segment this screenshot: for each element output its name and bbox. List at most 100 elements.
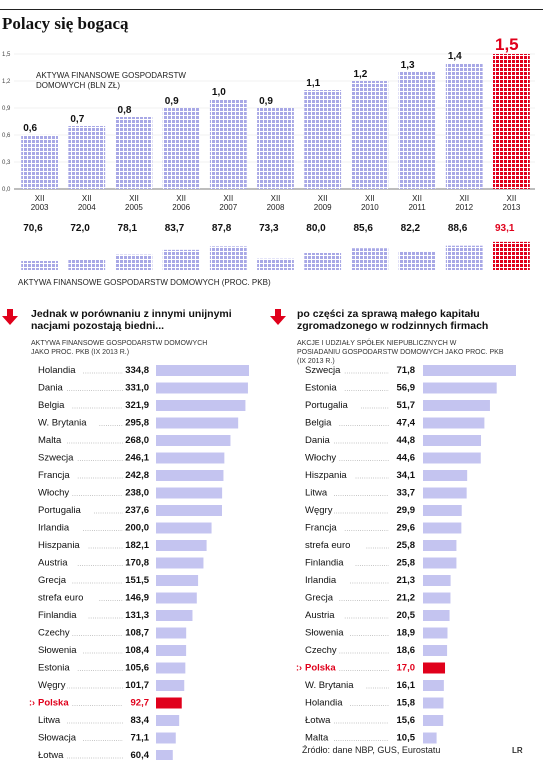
y-tick-label: 0,9 (2, 106, 11, 112)
country-bar (423, 715, 444, 726)
pkb-bar (21, 260, 58, 270)
x-tick-month: XII (507, 194, 517, 203)
country-bar (423, 365, 516, 376)
country-bar (423, 400, 490, 411)
country-bar (423, 382, 497, 394)
country-bar (423, 592, 451, 604)
country-label: Polska (305, 663, 336, 674)
top-bar (162, 108, 200, 189)
x-tick-year: 2003 (31, 203, 49, 212)
pkb-value-label: 93,1 (495, 223, 515, 234)
country-label: Słowacja (38, 733, 77, 744)
country-value-label: 10,5 (397, 733, 416, 744)
country-label: Estonia (38, 663, 70, 674)
country-bar (423, 505, 462, 516)
country-label: Dania (38, 383, 64, 394)
pkb-bar (162, 249, 200, 270)
pkb-bar (304, 253, 342, 270)
top-bar-value-label: 0,9 (165, 96, 179, 107)
top-bar (115, 117, 153, 189)
pkb-value-label: 87,8 (212, 223, 232, 234)
country-label: Austria (38, 558, 68, 569)
source-note: Źródło: dane NBP, GUS, Eurostatu (302, 745, 441, 755)
country-label: Irlandia (38, 523, 70, 534)
country-label: Litwa (38, 715, 61, 726)
country-label: W. Brytania (305, 680, 354, 691)
country-value-label: 246,1 (125, 453, 149, 464)
country-bar (156, 505, 222, 516)
country-value-label: 238,0 (125, 488, 149, 499)
country-value-label: 331,0 (125, 383, 149, 394)
country-value-label: 146,9 (125, 593, 149, 604)
country-label: Austria (305, 610, 335, 621)
country-value-label: 108,4 (125, 645, 149, 656)
x-tick-year: 2006 (172, 203, 190, 212)
top-bar (68, 126, 106, 189)
country-bar (156, 417, 239, 429)
country-bar (423, 470, 468, 481)
country-bar (156, 697, 182, 709)
country-label: Malta (305, 733, 329, 744)
pkb-bar (115, 254, 153, 270)
country-value-label: 17,0 (397, 663, 416, 674)
country-value-label: 21,3 (397, 575, 416, 586)
country-value-label: 29,9 (397, 505, 416, 516)
top-bar (445, 63, 483, 189)
left-hbar-chart: Jednak w porównaniu z innymi unijnyminac… (2, 308, 249, 760)
country-label: Słowenia (38, 645, 77, 656)
country-value-label: 105,6 (125, 663, 149, 674)
top-bar (493, 54, 530, 189)
down-arrow-icon (270, 309, 286, 325)
country-value-label: 71,8 (397, 365, 416, 376)
x-tick-month: XII (82, 194, 92, 203)
x-tick-year: 2010 (361, 203, 379, 212)
page-title: Polacy się bogacą (2, 14, 129, 33)
country-bar (423, 627, 448, 639)
top-bar (351, 81, 389, 189)
country-bar (423, 522, 462, 534)
country-label: Grecja (38, 575, 67, 586)
right-hbar-chart: po części za sprawą małego kapitałuzgrom… (270, 308, 516, 744)
y-tick-label: 0,6 (2, 133, 11, 139)
country-bar (156, 522, 212, 534)
country-value-label: 71,1 (131, 733, 150, 744)
country-label: Finlandia (38, 610, 77, 621)
x-tick-year: 2013 (503, 203, 521, 212)
country-label: Litwa (305, 488, 328, 499)
country-value-label: 56,9 (397, 383, 416, 394)
section-subtitle-line: (IX 2013 R.) (297, 358, 335, 365)
country-bar (156, 400, 246, 411)
pkb-bar (351, 248, 389, 270)
country-label: Słowenia (305, 628, 344, 639)
country-bar (156, 592, 197, 604)
x-tick-month: XII (129, 194, 139, 203)
top-bar (398, 72, 436, 189)
top-bar-value-label: 1,2 (353, 69, 367, 80)
country-value-label: 101,7 (125, 680, 149, 691)
country-value-label: 47,4 (397, 418, 416, 429)
country-label: Hiszpania (305, 470, 347, 481)
country-value-label: 34,1 (397, 470, 416, 481)
pkb-bar (68, 259, 106, 270)
top-bar-value-label: 0,6 (23, 123, 37, 134)
pkb-bar (398, 251, 436, 270)
top-bar-value-label: 1,1 (306, 78, 320, 89)
country-value-label: 33,7 (397, 488, 416, 499)
top-bar (304, 90, 342, 189)
pkb-value-label: 73,3 (259, 223, 279, 234)
country-label: Francja (305, 523, 337, 534)
pkb-value-label: 82,2 (401, 223, 421, 234)
country-label: Włochy (38, 488, 69, 499)
country-value-label: 295,8 (125, 418, 149, 429)
pkb-strip-chart: 70,6 72,0 78,1 83,7 87,8 73,3 80,0 85,6 82,2 88,6… (18, 223, 530, 287)
pkb-value-label: 72,0 (70, 223, 90, 234)
country-bar (423, 732, 437, 744)
country-value-label: 44,8 (397, 435, 416, 446)
country-label: W. Brytania (38, 418, 87, 429)
country-value-label: 92,7 (131, 698, 150, 709)
pkb-value-label: 85,6 (353, 223, 373, 234)
section-heading-line: Jednak w porównaniu z innymi unijnymi (31, 308, 232, 320)
country-label: Irlandia (305, 575, 337, 586)
country-value-label: 182,1 (125, 540, 149, 551)
country-value-label: 51,7 (397, 400, 416, 411)
